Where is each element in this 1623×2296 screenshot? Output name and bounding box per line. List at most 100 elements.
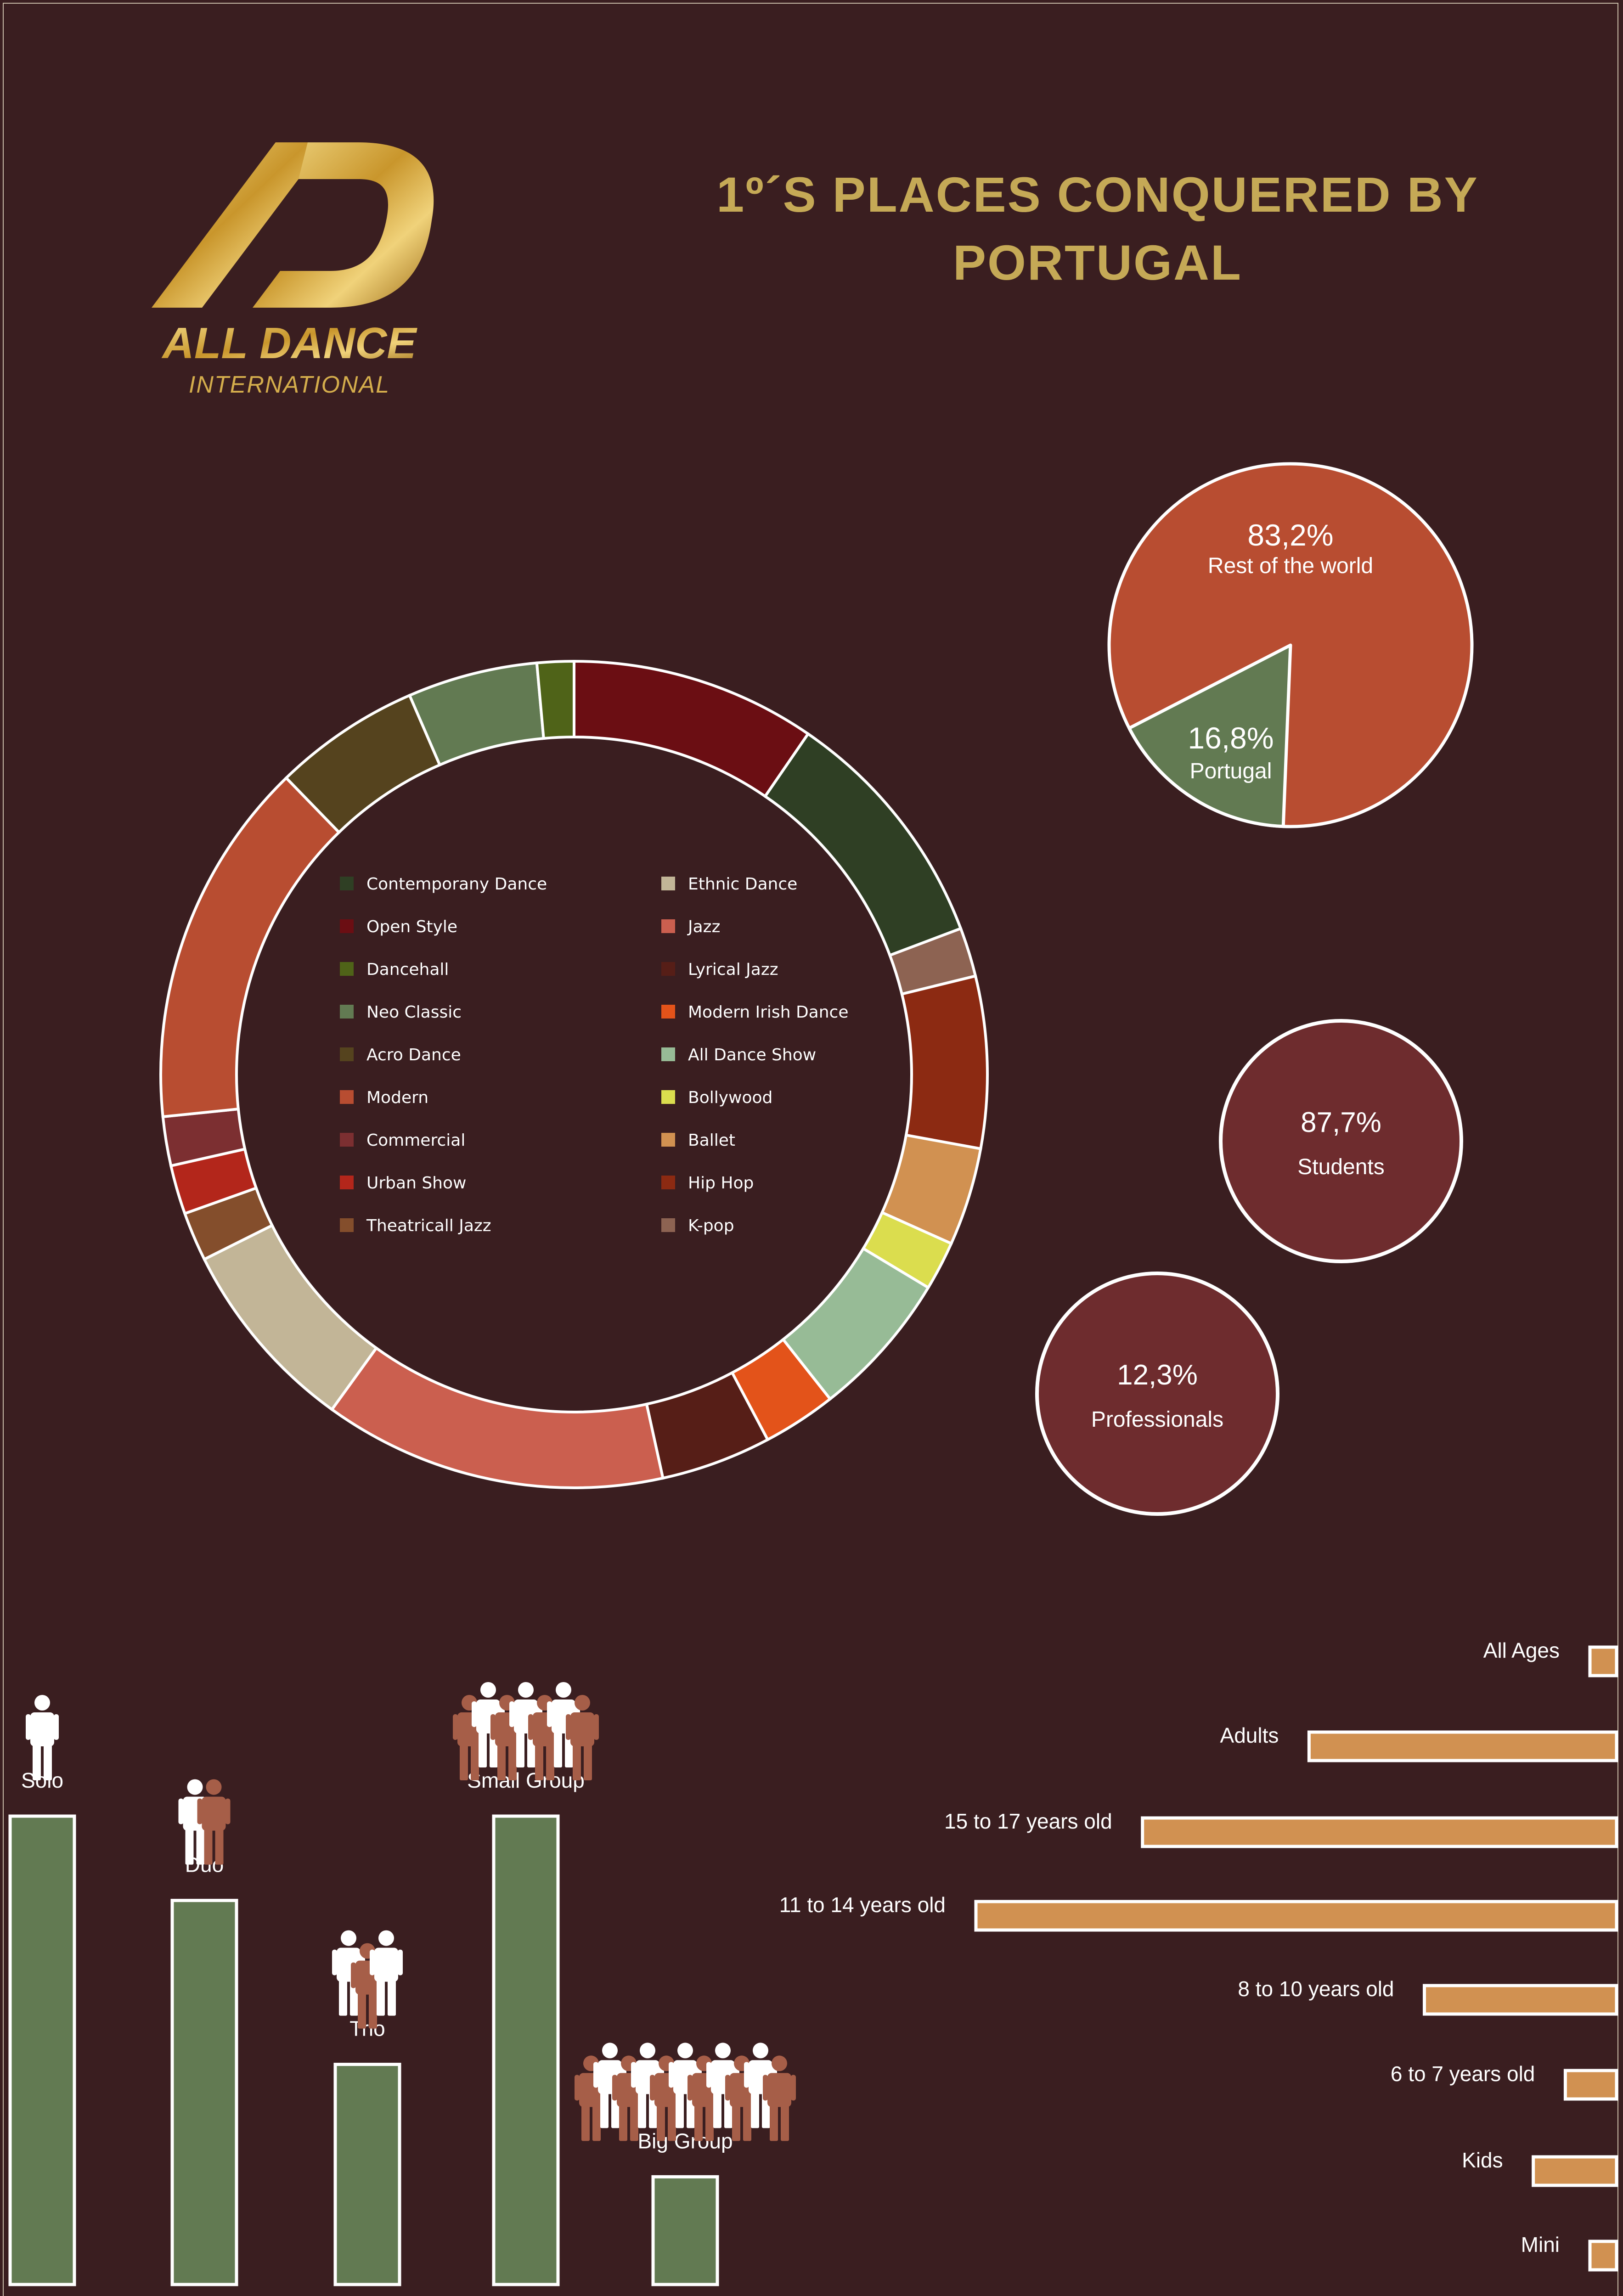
students-professionals-bubbles: 87,7% Students 12,3% Professionals	[1035, 1019, 1463, 1516]
bubble-label-students: Students	[1297, 1155, 1384, 1179]
person-icon	[197, 1779, 231, 1865]
age-bar-11-to-14-years-old	[974, 1900, 1618, 1932]
legend-swatch-ballet	[661, 1133, 675, 1147]
legend-swatch-lyrical-jazz	[661, 962, 675, 976]
legend-label-modern-irish-dance: Modern Irish Dance	[688, 1003, 849, 1022]
legend-swatch-urban-show	[340, 1176, 354, 1189]
logo-d-shape	[253, 142, 434, 308]
legend-swatch-modern	[340, 1090, 354, 1104]
page-title: 1º´S PLACES CONQUERED BY PORTUGAL	[634, 161, 1561, 297]
bubble-label-professionals: Professionals	[1091, 1407, 1223, 1432]
legend-swatch-contemporany-dance	[340, 877, 354, 890]
legend-swatch-commercial	[340, 1133, 354, 1147]
legend-label-jazz: Jazz	[687, 917, 720, 936]
donut-slice-contemporany-dance	[763, 732, 963, 957]
age-label-adults: Adults	[1220, 1723, 1279, 1747]
legend-label-modern: Modern	[366, 1088, 428, 1107]
donut-slice-dancehall	[535, 659, 575, 740]
age-bar-15-to-17-years-old	[1141, 1816, 1618, 1848]
group-bar-small-group	[492, 1814, 560, 2286]
portugal-pie-chart: 83,2%Rest of the world 16,8% Portugal	[1107, 462, 1474, 828]
legend-swatch-neo-classic	[340, 1005, 354, 1019]
legend-label-all-dance-show: All Dance Show	[688, 1046, 816, 1064]
legend-label-neo-classic: Neo Classic	[366, 1003, 462, 1022]
age-label-11-to-14-years-old: 11 to 14 years old	[779, 1893, 946, 1917]
bubble-students	[1219, 1019, 1463, 1263]
logo-subtitle: INTERNATIONAL	[189, 371, 390, 398]
legend-label-ethnic-dance: Ethnic Dance	[688, 875, 797, 894]
donut-slice-open-style	[573, 659, 810, 799]
legend-swatch-theatricall-jazz	[340, 1218, 354, 1232]
legend-label-hip-hop: Hip Hop	[688, 1174, 754, 1193]
person-icon	[26, 1695, 59, 1780]
pie-label-rest-of-the-world: Rest of the world	[1208, 554, 1373, 578]
donut-slice-jazz	[330, 1346, 665, 1490]
person-icon	[763, 2055, 796, 2141]
age-label-6-to-7-years-old: 6 to 7 years old	[1391, 2062, 1535, 2086]
legend-swatch-bollywood	[661, 1090, 675, 1104]
donut-legend: Contemporany Dance Open Style Dancehall Neo…	[340, 875, 849, 1235]
legend-label-k-pop: K-pop	[688, 1216, 734, 1235]
age-label-15-to-17-years-old: 15 to 17 years old	[944, 1809, 1112, 1833]
age-bar-kids	[1532, 2155, 1618, 2187]
all-dance-logo: ALL DANCE INTERNATIONAL	[152, 142, 434, 398]
age-label-mini: Mini	[1521, 2233, 1560, 2257]
legend-swatch-open-style	[340, 919, 354, 933]
legend-label-contemporany-dance: Contemporany Dance	[366, 875, 547, 894]
title-line-2: PORTUGAL	[953, 235, 1242, 290]
legend-swatch-acro-dance	[340, 1047, 354, 1061]
legend-label-open-style: Open Style	[366, 917, 457, 936]
logo-wordmark: ALL DANCE	[162, 319, 418, 368]
legend-label-ballet: Ballet	[688, 1131, 735, 1150]
group-label-big-group: Big Group	[637, 2129, 733, 2153]
age-bar-6-to-7-years-old	[1563, 2069, 1618, 2101]
age-groups-bar-chart: All Ages Adults 15 to 17 years old 11 to 14…	[779, 1638, 1618, 2272]
age-bar-adults	[1307, 1730, 1618, 1762]
bubble-value-students: 87,7%	[1301, 1107, 1381, 1138]
person-icon	[370, 1930, 403, 2016]
legend-label-dancehall: Dancehall	[366, 960, 449, 979]
bubble-value-professionals: 12,3%	[1117, 1359, 1198, 1391]
age-label-kids: Kids	[1462, 2148, 1503, 2172]
donut-slice-hip-hop	[900, 974, 989, 1151]
legend-swatch-k-pop	[661, 1218, 675, 1232]
donut-slice-modern	[159, 776, 341, 1119]
legend-label-acro-dance: Acro Dance	[366, 1046, 461, 1064]
legend-swatch-hip-hop	[661, 1176, 675, 1189]
page-frame	[3, 3, 1618, 2296]
group-bar-trio	[333, 2063, 401, 2286]
legend-label-urban-show: Urban Show	[366, 1174, 466, 1193]
pie-value-portugal: 16,8%	[1188, 721, 1274, 755]
bubble-professionals	[1035, 1272, 1279, 1516]
title-line-1: 1º´S PLACES CONQUERED BY	[716, 167, 1479, 222]
age-label-all-ages: All Ages	[1483, 1638, 1560, 1662]
group-bar-big-group	[651, 2175, 719, 2286]
categories-donut-chart	[159, 659, 989, 1490]
legend-label-bollywood: Bollywood	[688, 1088, 772, 1107]
age-bar-all-ages	[1588, 1645, 1618, 1677]
group-label-trio: Trio	[349, 2017, 385, 2041]
group-label-solo: Solo	[21, 1768, 63, 1792]
logo-slash-shape	[152, 142, 326, 308]
age-bar-mini	[1588, 2240, 1618, 2272]
legend-swatch-modern-irish-dance	[661, 1005, 675, 1019]
pie-value-rest-of-the-world: 83,2%	[1247, 518, 1333, 552]
legend-swatch-dancehall	[340, 962, 354, 976]
legend-swatch-ethnic-dance	[661, 877, 675, 890]
legend-label-lyrical-jazz: Lyrical Jazz	[688, 960, 778, 979]
group-label-small-group: Small Group	[467, 1768, 585, 1792]
age-label-8-to-10-years-old: 8 to 10 years old	[1238, 1977, 1394, 2001]
group-bar-duo	[170, 1899, 238, 2286]
legend-label-theatricall-jazz: Theatricall Jazz	[366, 1216, 491, 1235]
legend-swatch-jazz	[661, 919, 675, 933]
group-bar-solo	[8, 1814, 76, 2286]
age-bar-8-to-10-years-old	[1423, 1984, 1618, 2016]
person-icon	[566, 1695, 599, 1780]
pie-label-portugal: Portugal	[1190, 759, 1272, 783]
donut-slice-ethnic-dance	[202, 1223, 378, 1412]
legend-label-commercial: Commercial	[366, 1131, 465, 1150]
legend-swatch-all-dance-show	[661, 1047, 675, 1061]
pie-slice-portugal	[1127, 643, 1292, 828]
